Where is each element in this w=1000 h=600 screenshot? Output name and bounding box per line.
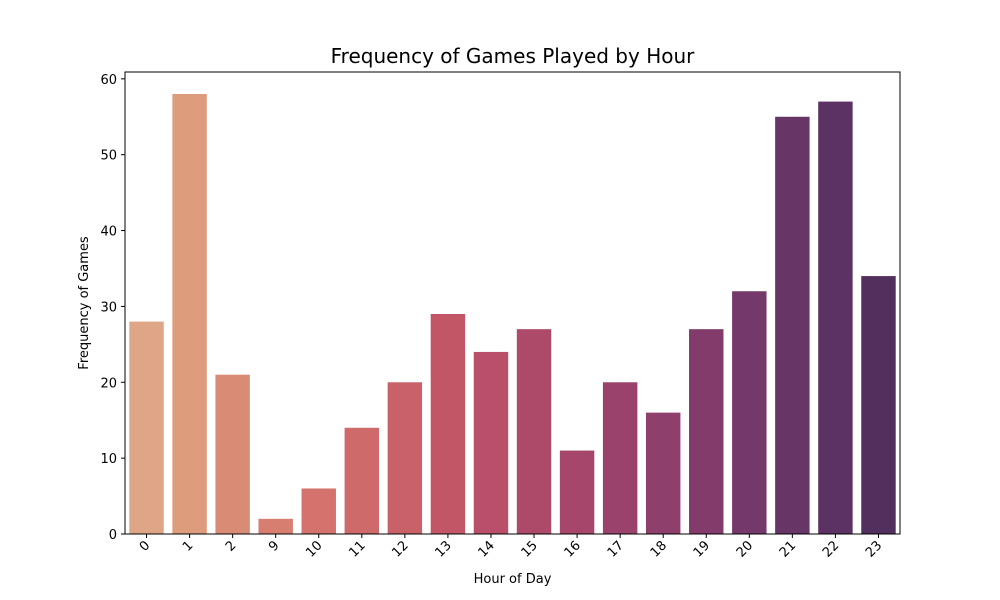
- x-tick-label: 20: [734, 538, 756, 560]
- x-tick-label: 19: [691, 538, 713, 560]
- y-tick-label: 10: [100, 452, 117, 467]
- bar-hour-19: [689, 329, 724, 534]
- x-tick-label: 18: [648, 538, 670, 560]
- x-tick-label: 13: [432, 538, 454, 560]
- x-axis-label: Hour of Day: [474, 572, 552, 587]
- x-tick-label: 16: [562, 538, 584, 560]
- x-tick-label: 14: [475, 538, 497, 560]
- bar-hour-15: [516, 329, 552, 534]
- bar-hour-10: [301, 488, 336, 534]
- x-tick-label: 2: [223, 538, 239, 554]
- x-tick-label: 9: [266, 538, 282, 554]
- x-tick-label: 23: [863, 538, 885, 560]
- bar-hour-16: [559, 450, 595, 534]
- x-tick-label: 10: [303, 538, 325, 560]
- plot-frame: [124, 71, 901, 535]
- x-tick-label: 17: [605, 538, 627, 560]
- bar-hour-9: [258, 518, 293, 534]
- y-tick-label: 40: [100, 225, 117, 240]
- bar-hour-18: [645, 412, 681, 534]
- y-axis-label: Frequency of Games: [77, 236, 92, 370]
- x-tick-label: 15: [519, 538, 541, 560]
- y-axis: 0 10 20 30 40 50 60: [100, 73, 125, 543]
- x-tick-label: 1: [180, 538, 196, 554]
- bar-hour-11: [344, 427, 380, 534]
- bar-hour-23: [861, 276, 896, 534]
- y-tick-label: 50: [100, 149, 117, 164]
- bar-hour-2: [215, 374, 250, 534]
- x-axis: 0 1 2 9 10 11 12 13 14 15 16 17 18 19 20 21 22 23: [137, 534, 885, 561]
- bar-hour-1: [172, 94, 207, 534]
- chart-title: Frequency of Games Played by Hour: [331, 44, 696, 68]
- y-tick-label: 20: [100, 376, 117, 391]
- bar-hour-0: [129, 321, 164, 534]
- x-tick-label: 11: [346, 538, 368, 560]
- bars: [129, 94, 896, 535]
- x-tick-label: 0: [137, 538, 153, 554]
- x-tick-label: 22: [820, 538, 842, 560]
- x-tick-label: 12: [389, 538, 411, 560]
- bar-hour-21: [775, 116, 810, 535]
- y-tick-label: 0: [109, 528, 117, 543]
- bar-hour-22: [818, 101, 853, 534]
- x-tick-label: 21: [777, 538, 799, 560]
- bar-hour-13: [430, 314, 466, 534]
- bar-hour-14: [473, 351, 509, 534]
- y-tick-label: 30: [100, 300, 117, 315]
- bar-hour-20: [732, 291, 767, 534]
- bar-hour-12: [387, 382, 423, 534]
- bar-hour-17: [602, 382, 638, 534]
- y-tick-label: 60: [100, 73, 117, 88]
